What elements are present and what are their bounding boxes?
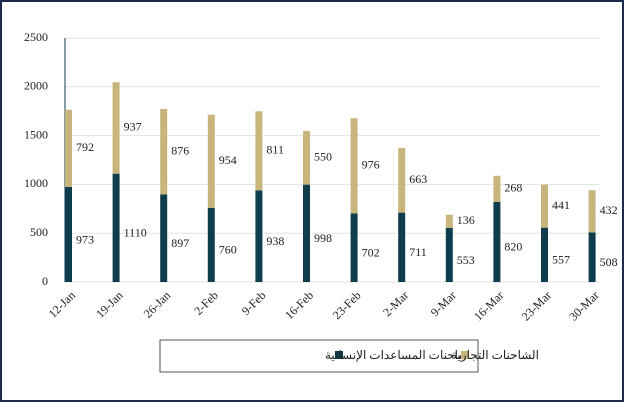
- data-label: 553: [457, 253, 475, 267]
- bar-segment: [65, 109, 72, 188]
- bar-segment: [541, 227, 548, 282]
- bar-segment: [303, 184, 310, 282]
- data-label: 973: [76, 232, 94, 246]
- data-label: 702: [362, 245, 380, 259]
- legend-label: شاحنات المساعدات الإنسانية: [325, 348, 468, 363]
- bar-segment: [303, 130, 310, 185]
- legend-label: الشاحنات التجارية: [451, 348, 539, 362]
- data-label: 760: [219, 243, 237, 257]
- bar-segment: [588, 232, 596, 282]
- data-label: 954: [219, 153, 237, 167]
- bar-segment: [445, 214, 453, 229]
- data-label: 711: [409, 245, 427, 259]
- bar-segment: [493, 175, 501, 202]
- data-label: 976: [362, 158, 380, 172]
- y-tick-label: 1500: [24, 127, 48, 141]
- bar-segment: [112, 173, 120, 282]
- bar-segment: [350, 213, 358, 282]
- y-tick-label: 500: [30, 225, 48, 239]
- bar-segment: [160, 194, 168, 282]
- bar-segment: [255, 111, 263, 191]
- bar-segment: [588, 190, 596, 233]
- bar-segment: [65, 187, 72, 282]
- data-label: 876: [171, 143, 189, 157]
- data-label: 663: [409, 172, 427, 186]
- data-label: 441: [552, 198, 570, 212]
- bar-segment: [112, 82, 120, 174]
- bar-segment: [541, 184, 548, 228]
- data-label: 998: [314, 231, 332, 245]
- bar-segment: [398, 147, 406, 213]
- y-tick-label: 0: [42, 274, 48, 288]
- y-tick-label: 1000: [24, 176, 48, 190]
- data-label: 897: [171, 236, 189, 250]
- data-label: 938: [266, 234, 284, 248]
- data-label: 1110: [124, 226, 147, 240]
- data-label: 792: [76, 140, 94, 154]
- bar-segment: [207, 207, 215, 282]
- bar-segment: [160, 108, 168, 195]
- bar-segment: [398, 212, 406, 282]
- data-label: 811: [266, 143, 284, 157]
- data-label: 820: [504, 240, 522, 254]
- y-tick-label: 2500: [24, 30, 48, 44]
- data-label: 937: [124, 120, 142, 134]
- data-label: 508: [600, 255, 618, 269]
- data-label: 268: [504, 181, 522, 195]
- bar-segment: [493, 201, 501, 282]
- data-label: 432: [600, 203, 618, 217]
- legend-swatch: [335, 351, 343, 359]
- bar-segment: [350, 118, 358, 214]
- bar-segment: [207, 114, 215, 208]
- bar-segment: [445, 228, 453, 282]
- data-label: 550: [314, 150, 332, 164]
- data-label: 557: [552, 253, 570, 267]
- bar-segment: [255, 190, 263, 282]
- legend-box: [159, 339, 479, 373]
- y-tick-label: 2000: [24, 79, 48, 93]
- data-label: 136: [457, 213, 475, 227]
- legend-swatch: [461, 351, 469, 359]
